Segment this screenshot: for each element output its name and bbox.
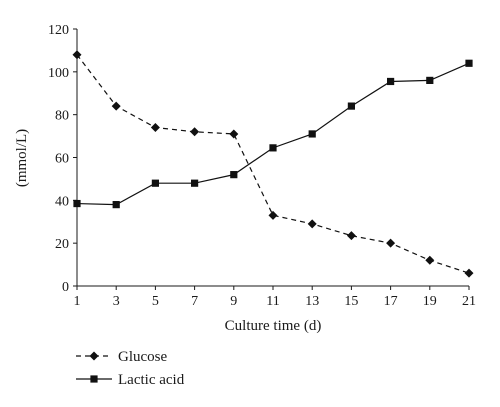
data-point-glucose	[72, 50, 82, 60]
x-tick-label: 7	[191, 294, 198, 309]
x-tick-label: 15	[344, 294, 358, 309]
legend: Glucose Lactic acid	[76, 349, 185, 388]
y-tick-label: 40	[55, 194, 69, 209]
x-tick-label: 5	[152, 294, 159, 309]
x-tick-label: 19	[423, 294, 437, 309]
x-ticks: 1 3 5 7 9 11 13 15 17 19 21	[74, 286, 476, 309]
x-tick-label: 1	[74, 294, 81, 309]
data-point-lactic-acid	[269, 144, 277, 152]
x-axis-title: Culture time (d)	[225, 318, 322, 334]
data-point-lactic-acid	[73, 199, 81, 208]
data-point-glucose	[229, 129, 239, 139]
x-tick-label: 21	[462, 294, 476, 309]
y-tick-label: 120	[48, 23, 69, 38]
x-tick-label: 17	[384, 294, 398, 309]
data-point-lactic-acid	[230, 171, 238, 179]
data-point-lactic-acid	[151, 179, 159, 187]
data-point-lactic-acid	[308, 130, 316, 138]
y-tick-label: 0	[62, 280, 69, 295]
data-point-lactic-acid	[465, 59, 473, 67]
data-point-glucose	[386, 238, 396, 248]
data-point-lactic-acid	[387, 77, 395, 86]
data-point-glucose	[150, 123, 160, 133]
x-tick-label: 3	[113, 294, 120, 309]
legend-label-lactic-acid: Lactic acid	[118, 372, 185, 388]
series-line-glucose	[76, 54, 470, 274]
y-axis-title: (mmol/L)	[14, 129, 30, 187]
x-tick-label: 13	[305, 294, 319, 309]
data-point-lactic-acid	[191, 179, 199, 187]
series-line-lactic-acid	[76, 62, 470, 206]
x-tick-label: 9	[230, 294, 237, 309]
data-point-glucose	[425, 255, 435, 265]
y-tick-label: 60	[55, 152, 69, 167]
data-point-lactic-acid	[347, 102, 355, 110]
y-tick-label: 20	[55, 237, 69, 252]
legend-item-glucose: Glucose	[76, 349, 167, 365]
legend-label-glucose: Glucose	[118, 349, 167, 365]
y-tick-label: 100	[48, 66, 69, 81]
data-point-glucose	[346, 231, 356, 241]
series-glucose	[72, 50, 474, 278]
legend-item-lactic-acid: Lactic acid	[76, 372, 185, 388]
data-point-lactic-acid	[426, 76, 434, 84]
legend-marker-lactic-acid	[90, 375, 98, 383]
data-point-glucose	[268, 210, 278, 220]
data-point-glucose	[464, 268, 474, 278]
data-point-glucose	[307, 219, 317, 229]
y-ticks: 0 20 40 60 80 100 120	[48, 23, 77, 295]
legend-marker-glucose	[89, 351, 99, 361]
data-point-lactic-acid	[112, 201, 120, 209]
data-point-glucose	[190, 127, 200, 137]
series-layer	[72, 50, 474, 278]
axes	[76, 29, 469, 287]
series-lactic-acid	[73, 59, 473, 209]
x-tick-label: 11	[266, 294, 279, 309]
y-tick-label: 80	[55, 109, 69, 124]
data-point-glucose	[111, 101, 121, 111]
